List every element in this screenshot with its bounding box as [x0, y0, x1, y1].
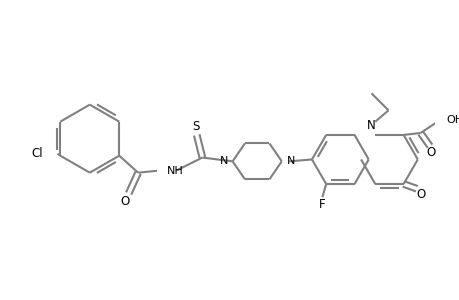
Text: O: O — [425, 146, 435, 159]
Text: OH: OH — [445, 115, 459, 125]
Text: S: S — [192, 120, 199, 133]
Text: F: F — [319, 198, 325, 211]
Text: O: O — [120, 196, 129, 208]
Text: N: N — [219, 156, 227, 166]
Text: NH: NH — [166, 166, 183, 176]
Text: N: N — [366, 119, 375, 132]
Text: Cl: Cl — [32, 147, 43, 160]
Text: N: N — [286, 156, 294, 166]
Text: O: O — [415, 188, 424, 201]
